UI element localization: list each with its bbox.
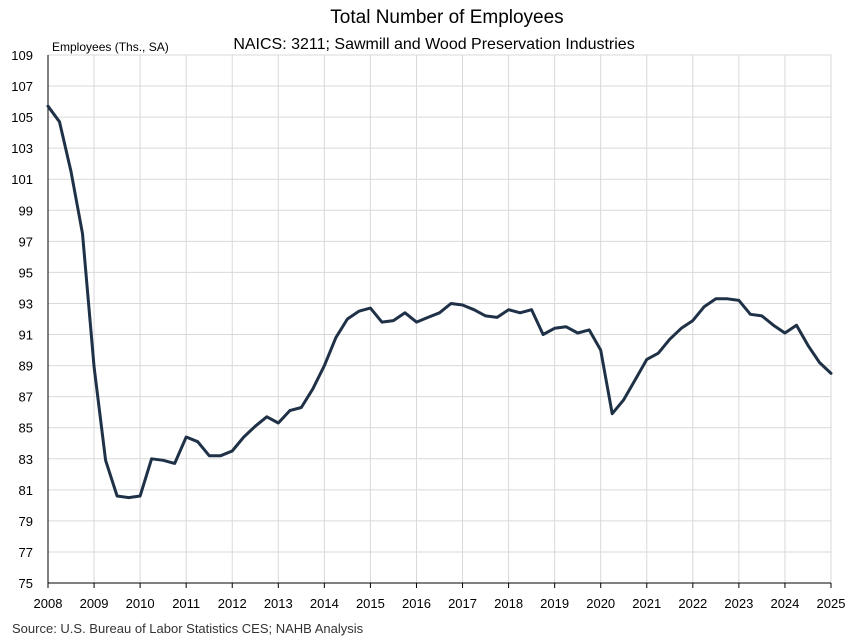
y-tick-label: 95 <box>19 265 33 280</box>
y-tick-label: 99 <box>19 203 33 218</box>
y-tick-label: 93 <box>19 296 33 311</box>
x-tick-label: 2025 <box>817 596 846 611</box>
axes <box>47 55 832 588</box>
x-tick-label: 2010 <box>126 596 155 611</box>
x-tick-label: 2008 <box>34 596 63 611</box>
x-tick-label: 2017 <box>448 596 477 611</box>
y-tick-label: 77 <box>19 545 33 560</box>
y-tick-label: 83 <box>19 452 33 467</box>
series-line <box>46 104 833 500</box>
y-tick-label: 87 <box>19 390 33 405</box>
chart-subtitle: NAICS: 3211; Sawmill and Wood Preservati… <box>233 36 634 53</box>
x-tick-label: 2016 <box>402 596 431 611</box>
source-note: Source: U.S. Bureau of Labor Statistics … <box>12 621 364 636</box>
y-tick-label: 79 <box>19 514 33 529</box>
x-tick-label: 2009 <box>80 596 109 611</box>
y-tick-label: 107 <box>11 79 33 94</box>
x-tick-label: 2013 <box>264 596 293 611</box>
x-tick-label: 2012 <box>218 596 247 611</box>
y-tick-label: 101 <box>11 172 33 187</box>
x-tick-label: 2018 <box>494 596 523 611</box>
gridlines <box>47 54 832 584</box>
x-tick-label: 2021 <box>632 596 661 611</box>
y-tick-label: 75 <box>19 576 33 591</box>
x-tick-label: 2014 <box>310 596 339 611</box>
chart-title: Total Number of Employees <box>330 7 563 28</box>
y-tick-label: 85 <box>19 421 33 436</box>
y-tick-label: 103 <box>11 141 33 156</box>
y-tick-labels: 75 77 79 81 83 85 87 89 91 93 95 97 99 101 103 105 107 10… <box>11 48 33 591</box>
x-tick-labels: 2008 2009 2010 2011 2012 2013 2014 2015 2016 2017… <box>34 596 846 611</box>
y-tick-label: 109 <box>11 48 33 63</box>
x-tick-label: 2020 <box>586 596 615 611</box>
y-tick-label: 81 <box>19 483 33 498</box>
x-tick-label: 2015 <box>356 596 385 611</box>
x-tick-label: 2019 <box>540 596 569 611</box>
y-tick-label: 97 <box>19 234 33 249</box>
y-tick-label: 91 <box>19 328 33 343</box>
x-tick-label: 2024 <box>770 596 799 611</box>
y-tick-label: 89 <box>19 359 33 374</box>
x-tick-label: 2022 <box>678 596 707 611</box>
y-axis-label: Employees (Ths., SA) <box>52 40 169 54</box>
y-tick-label: 105 <box>11 110 33 125</box>
series-group <box>46 104 833 500</box>
x-tick-label: 2023 <box>724 596 753 611</box>
x-tick-label: 2011 <box>172 596 200 611</box>
